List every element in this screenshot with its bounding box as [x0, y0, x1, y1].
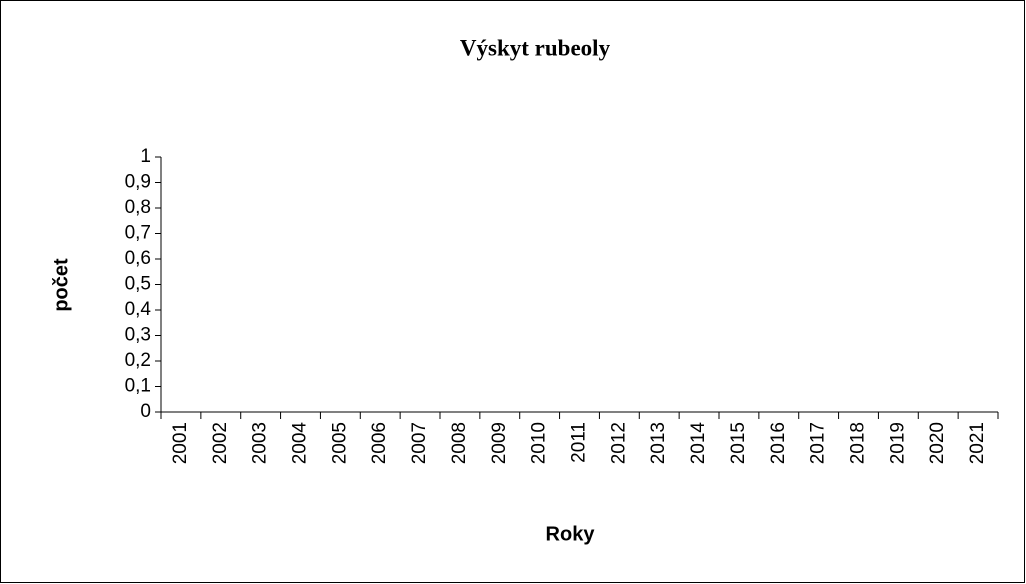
x-tick-label: 2016: [768, 422, 789, 464]
x-tick-label: 2013: [648, 422, 669, 464]
y-tick-label: 0: [140, 401, 151, 422]
y-tick-label: 1: [140, 146, 151, 167]
x-tick-label: 2021: [967, 422, 988, 464]
y-tick-label: 0,2: [125, 350, 151, 371]
x-tick-label: 2017: [808, 422, 829, 464]
x-tick-label: 2018: [848, 422, 869, 464]
x-tick-label: 2015: [728, 422, 749, 464]
x-tick-label: 2006: [369, 422, 390, 464]
x-tick-label: 2002: [210, 422, 231, 464]
x-tick-label: 2014: [688, 422, 709, 465]
x-tick-label: 2010: [529, 422, 550, 464]
x-tick-label: 2001: [170, 422, 191, 464]
y-tick-label: 0,1: [125, 376, 151, 397]
x-tick-label: 2020: [927, 422, 948, 464]
x-tick-label: 2012: [608, 422, 629, 464]
x-tick-label: 2009: [489, 422, 510, 464]
x-tick-label: 2007: [409, 422, 430, 464]
x-tick-label: 2005: [329, 422, 350, 464]
y-tick-label: 0,9: [125, 172, 151, 193]
y-tick-label: 0,4: [125, 299, 152, 320]
x-tick-label: 2003: [250, 422, 271, 464]
x-axis-title: Roky: [546, 523, 596, 545]
x-tick-label: 2019: [887, 422, 908, 464]
x-tick-label: 2004: [290, 422, 311, 465]
chart-title: Výskyt rubeoly: [460, 35, 611, 60]
x-tick-label: 2008: [449, 422, 470, 464]
y-tick-label: 0,8: [125, 197, 151, 218]
y-tick-label: 0,7: [125, 223, 151, 244]
y-tick-label: 0,5: [125, 274, 151, 295]
y-tick-label: 0,6: [125, 248, 151, 269]
y-tick-label: 0,3: [125, 325, 151, 346]
y-axis-title: počet: [50, 258, 72, 312]
x-tick-label: 2011: [569, 422, 590, 463]
